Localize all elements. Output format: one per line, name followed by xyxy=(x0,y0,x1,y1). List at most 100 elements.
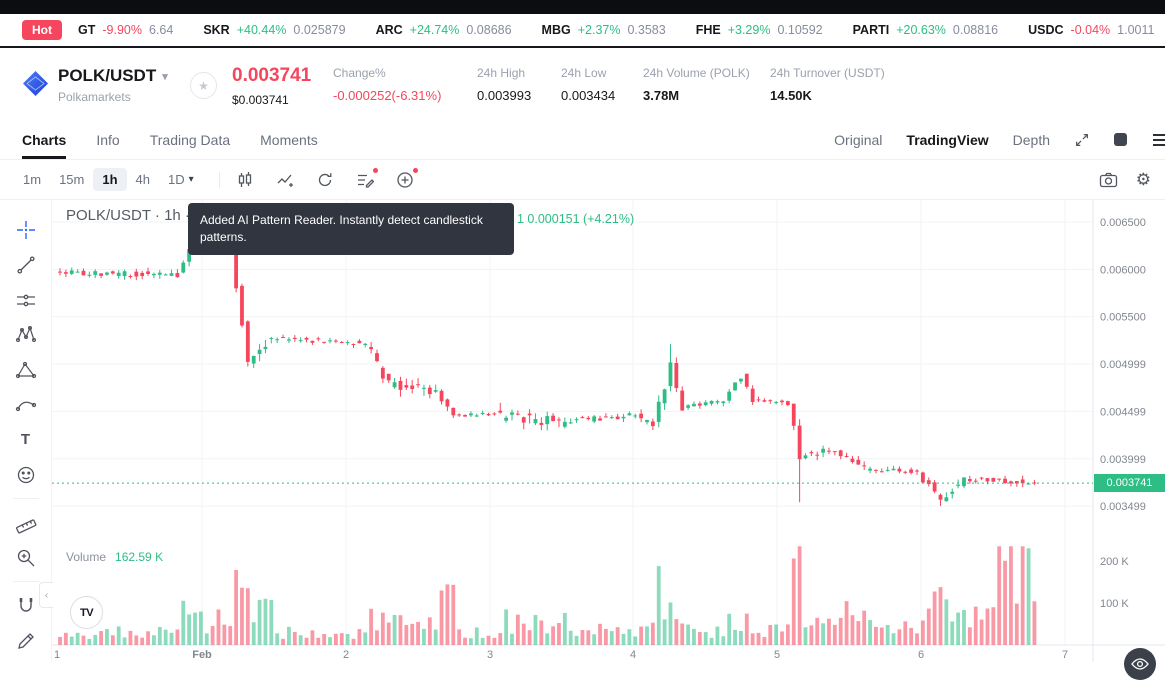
ruler-measure-icon[interactable] xyxy=(9,505,43,540)
refresh-icon[interactable] xyxy=(316,171,334,189)
favorite-button[interactable]: ★ xyxy=(190,72,217,99)
volume-bar xyxy=(832,624,837,645)
candle-body xyxy=(116,272,121,276)
volume-bar xyxy=(709,637,714,645)
ticker-item-skr[interactable]: SKR +40.44% 0.025879 xyxy=(203,23,345,37)
volume-bar xyxy=(920,620,925,645)
ticker-item-parti[interactable]: PARTI +20.63% 0.08816 xyxy=(853,23,998,37)
magnet-icon[interactable] xyxy=(9,588,43,623)
volume-bar xyxy=(298,635,303,645)
interval-1h[interactable]: 1h xyxy=(93,168,127,191)
tab-charts[interactable]: Charts xyxy=(22,120,67,159)
candle-body xyxy=(645,419,649,423)
price-axis-label: 0.006500 xyxy=(1100,217,1146,229)
time-axis-label: 4 xyxy=(630,649,636,661)
volume-bar xyxy=(979,619,984,645)
layout-square-icon[interactable] xyxy=(1114,133,1127,146)
tab-trading-data[interactable]: Trading Data xyxy=(149,131,231,148)
ticker-item-mbg[interactable]: MBG +2.37% 0.3583 xyxy=(542,23,666,37)
trendline-icon[interactable] xyxy=(9,247,43,282)
horizontal-line-icon[interactable] xyxy=(9,282,43,317)
interval-1m[interactable]: 1m xyxy=(23,172,42,187)
candle-body xyxy=(169,273,174,276)
ticker-change: -0.04% xyxy=(1070,23,1111,37)
ticker-item-gt[interactable]: GT -9.90% 6.64 xyxy=(78,23,173,37)
candle-body xyxy=(997,478,1002,480)
pair-selector[interactable]: POLK/USDT ▾ xyxy=(58,66,168,86)
volume-bar xyxy=(944,599,949,645)
candle-body xyxy=(363,343,368,345)
volume-bar xyxy=(422,628,426,645)
fullscreen-icon[interactable] xyxy=(1074,132,1090,148)
brush-curve-icon[interactable] xyxy=(9,387,43,422)
candle-body xyxy=(780,400,784,403)
indicators-icon[interactable] xyxy=(276,171,294,189)
view-depth[interactable]: Depth xyxy=(1012,131,1050,148)
ticker-item-usdc[interactable]: USDC -0.04% 1.0011 xyxy=(1028,23,1154,37)
candle-body xyxy=(791,403,796,426)
candle-body xyxy=(604,416,608,418)
ticker-change: +24.74% xyxy=(409,23,460,37)
candle-body xyxy=(515,413,520,415)
camera-snapshot-icon[interactable] xyxy=(1099,171,1118,189)
zoom-in-icon[interactable] xyxy=(9,540,43,575)
candle-body xyxy=(433,390,438,392)
chart-legend: POLK/USDT · 1h · xyxy=(66,207,190,224)
volume-axis-label: 200 K xyxy=(1100,556,1129,568)
tradingview-logo[interactable]: TV xyxy=(70,596,103,629)
volume-bar xyxy=(721,636,726,645)
toolbar-collapse-button[interactable]: ‹ xyxy=(39,582,53,608)
add-widget-icon[interactable] xyxy=(396,167,418,189)
candle-body xyxy=(1003,478,1007,484)
volume-bar xyxy=(997,546,1002,645)
interval-1d[interactable]: 1D ▾ xyxy=(159,168,203,191)
volume-bar xyxy=(856,621,861,645)
hide-widget-button[interactable] xyxy=(1124,648,1156,680)
candle-body xyxy=(991,478,996,482)
ticker-item-arc[interactable]: ARC +24.74% 0.08686 xyxy=(376,23,512,37)
projection-icon[interactable] xyxy=(9,352,43,387)
stat-label: 24h High xyxy=(477,66,526,80)
ticker-item-fhe[interactable]: FHE +3.29% 0.10592 xyxy=(696,23,823,37)
crosshair-icon[interactable] xyxy=(9,212,43,247)
volume-bar xyxy=(163,629,168,645)
candle-body xyxy=(140,272,145,277)
candle-body xyxy=(774,402,779,404)
candle-body xyxy=(404,385,409,388)
draw-pencil-icon[interactable] xyxy=(9,623,43,658)
settings-gear-icon[interactable]: ⚙ xyxy=(1135,170,1151,189)
volume-bar xyxy=(392,614,397,645)
volume-bar xyxy=(169,632,174,645)
volume-bar xyxy=(152,635,156,645)
tools-divider xyxy=(12,581,39,582)
volume-bar xyxy=(574,635,579,645)
candle-body xyxy=(809,452,814,454)
toolbar-right: ⚙ xyxy=(1099,171,1151,189)
tab-moments[interactable]: Moments xyxy=(260,131,318,148)
volume-bar xyxy=(498,633,503,645)
menu-hamburger-icon[interactable] xyxy=(1151,133,1165,147)
candle-body xyxy=(598,418,602,421)
candle-body xyxy=(304,337,309,340)
text-tool-icon[interactable]: T xyxy=(20,431,31,448)
candle-body xyxy=(492,413,497,415)
emoji-icon[interactable] xyxy=(9,457,43,492)
candle-body xyxy=(105,272,109,275)
tab-info[interactable]: Info xyxy=(96,131,120,148)
chart-canvas[interactable]: 0.006500 0.006000 0.005500 0.004999 0.004499… xyxy=(0,200,1165,662)
pattern-xabcd-icon[interactable] xyxy=(9,317,43,352)
candle-body xyxy=(439,390,444,402)
volume-bar xyxy=(645,626,649,645)
view-original[interactable]: Original xyxy=(834,131,883,148)
volume-bar xyxy=(592,634,597,645)
interval-15m[interactable]: 15m xyxy=(59,172,85,187)
candle-body xyxy=(703,402,708,406)
time-axis-label: Feb xyxy=(192,649,212,661)
interval-4h[interactable]: 4h xyxy=(135,172,150,187)
volume-bar xyxy=(316,637,321,645)
candle-body xyxy=(879,471,884,473)
ai-pattern-reader-icon[interactable] xyxy=(356,167,378,189)
candle-style-icon[interactable] xyxy=(236,171,254,189)
candle-body xyxy=(339,342,344,344)
view-tradingview[interactable]: TradingView xyxy=(906,131,989,148)
